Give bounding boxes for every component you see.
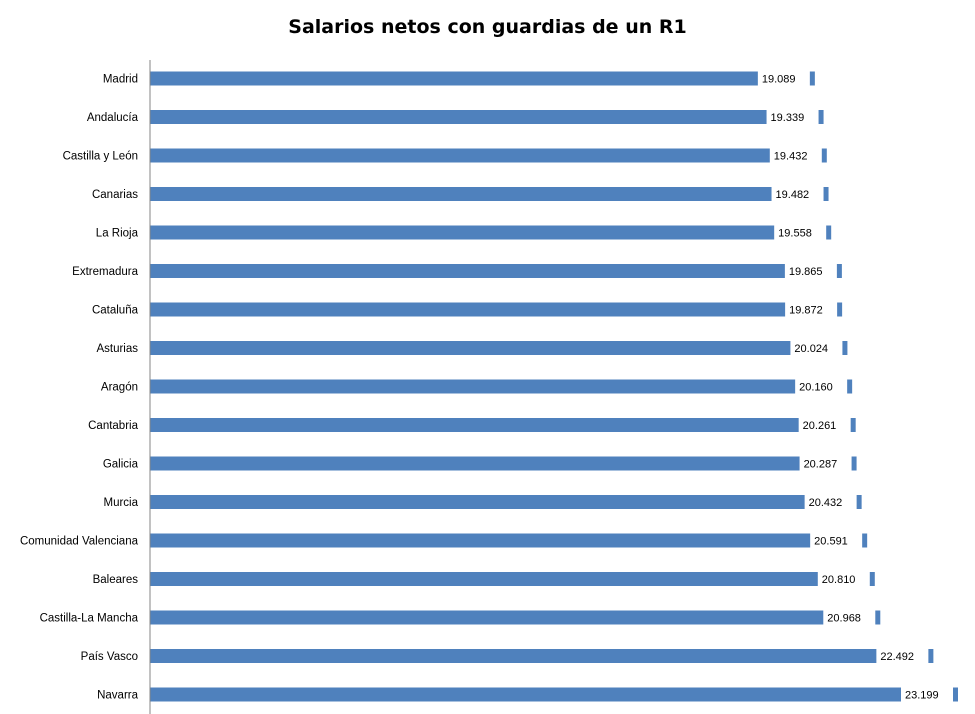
value-label-bg — [799, 455, 852, 472]
value-label-bg — [757, 70, 810, 87]
value-label: 20.432 — [809, 497, 843, 509]
bar — [150, 110, 824, 124]
value-label-bg — [766, 108, 819, 126]
value-label: 19.432 — [774, 151, 808, 163]
chart-title: Salarios netos con guardias de un R1 — [288, 16, 687, 38]
bar — [150, 225, 832, 240]
category-label: La Rioja — [96, 228, 139, 240]
value-label: 19.089 — [762, 74, 796, 86]
value-label: 19.865 — [789, 266, 823, 278]
value-label: 22.492 — [880, 651, 914, 663]
value-label-bg — [795, 378, 848, 395]
bar — [150, 495, 862, 509]
value-label-bg — [804, 493, 857, 511]
bar — [150, 264, 842, 278]
value-label-bg — [784, 262, 837, 280]
category-label: Canarias — [92, 189, 138, 201]
value-label-bg — [810, 532, 863, 549]
value-label-bg — [771, 185, 824, 203]
category-label: Aragón — [101, 382, 138, 394]
value-label-bg — [823, 609, 876, 626]
bars-layer — [150, 71, 958, 702]
bar — [150, 572, 875, 586]
bar — [150, 379, 853, 394]
category-label: Asturias — [96, 343, 138, 355]
bar — [150, 187, 829, 201]
value-label: 19.339 — [771, 112, 805, 124]
value-label: 20.024 — [794, 343, 828, 355]
category-label: Madrid — [103, 74, 138, 86]
bar — [150, 610, 881, 625]
value-label-bg — [774, 224, 827, 241]
value-label-bg — [785, 301, 838, 318]
category-label: Andalucía — [87, 112, 139, 124]
value-label: 20.261 — [803, 420, 837, 432]
bar — [150, 71, 815, 86]
bar — [150, 302, 843, 317]
bar — [150, 533, 868, 548]
value-label: 20.287 — [804, 459, 838, 471]
value-label-bg — [817, 570, 870, 588]
category-label: Murcia — [103, 497, 138, 509]
bar — [150, 341, 848, 355]
value-label-bg — [790, 339, 843, 357]
value-label: 20.160 — [799, 382, 833, 394]
value-label-bg — [769, 147, 822, 164]
bar — [150, 418, 856, 432]
value-label-bg — [876, 647, 929, 665]
value-label: 23.199 — [905, 690, 939, 702]
value-labels: 19.089 19.339 19.432 19.482 19.558 19.865 19.8… — [757, 70, 953, 703]
value-label: 19.558 — [778, 228, 812, 240]
value-label-bg — [900, 686, 953, 703]
category-label: Cataluña — [92, 305, 139, 317]
category-label: Castilla y León — [63, 151, 138, 163]
category-labels: Madrid Andalucía Castilla y León Canarias La… — [20, 74, 139, 702]
category-label: País Vasco — [81, 651, 138, 663]
bar — [150, 649, 934, 663]
category-label: Galicia — [103, 459, 139, 471]
bar — [150, 148, 827, 163]
category-label: Comunidad Valenciana — [20, 536, 139, 548]
value-label: 20.810 — [822, 574, 856, 586]
value-label-bg — [798, 416, 851, 434]
value-label: 20.591 — [814, 536, 848, 548]
value-label: 19.482 — [776, 189, 810, 201]
category-label: Castilla-La Mancha — [40, 613, 139, 625]
category-label: Cantabria — [88, 420, 138, 432]
value-label: 19.872 — [789, 305, 823, 317]
bar — [150, 687, 958, 702]
category-label: Baleares — [93, 574, 139, 586]
value-label: 20.968 — [827, 613, 861, 625]
category-label: Navarra — [97, 690, 139, 702]
bar — [150, 456, 857, 471]
category-label: Extremadura — [72, 266, 138, 278]
